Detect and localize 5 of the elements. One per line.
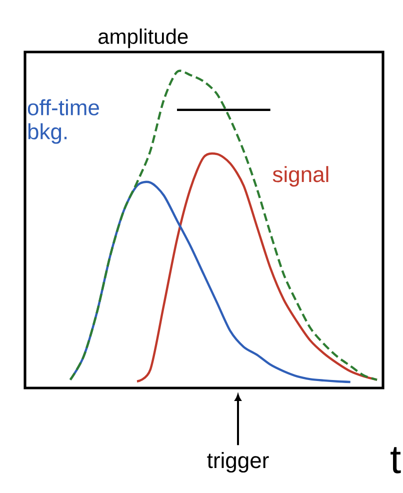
text: trigger	[207, 452, 269, 473]
x-axis-title: t	[390, 447, 401, 474]
y-axis-title: amplitude	[98, 28, 188, 48]
series-label: signal	[272, 166, 328, 187]
text: off-time bkg.	[28, 99, 99, 144]
